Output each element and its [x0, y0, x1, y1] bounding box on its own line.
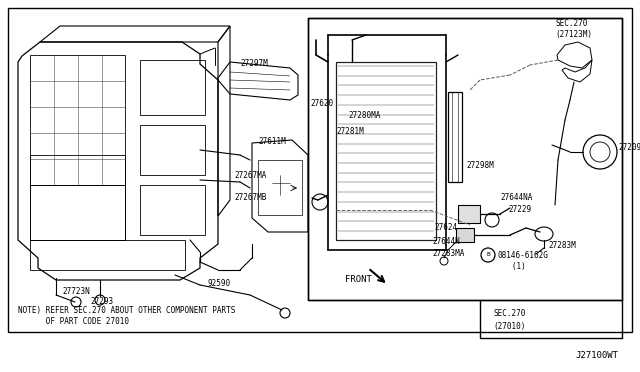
Bar — [140, 60, 205, 115]
Text: 27281M: 27281M — [336, 128, 364, 137]
Text: B: B — [486, 253, 490, 257]
Bar — [308, 18, 622, 300]
Text: 27209: 27209 — [618, 144, 640, 153]
Text: SEC.270: SEC.270 — [494, 310, 526, 318]
Text: (27010): (27010) — [494, 321, 526, 330]
Text: 27624: 27624 — [434, 224, 457, 232]
Bar — [140, 185, 205, 235]
Bar — [448, 92, 462, 182]
Bar — [258, 160, 302, 215]
Text: 27293: 27293 — [90, 298, 113, 307]
Bar — [456, 228, 474, 242]
Text: 27620: 27620 — [310, 99, 333, 109]
Bar — [30, 155, 125, 240]
Text: (27123M): (27123M) — [555, 29, 592, 38]
Text: 27644NA: 27644NA — [500, 193, 532, 202]
Text: 27723N: 27723N — [62, 288, 90, 296]
Text: OF PART CODE 27010: OF PART CODE 27010 — [18, 317, 129, 327]
Text: 27298M: 27298M — [466, 160, 493, 170]
Text: 27267MB: 27267MB — [234, 193, 266, 202]
Text: 27267MA: 27267MA — [234, 170, 266, 180]
Text: 92590: 92590 — [208, 279, 231, 289]
Bar — [30, 185, 125, 240]
Bar — [140, 125, 205, 175]
Bar — [8, 8, 632, 332]
Text: J27100WT: J27100WT — [575, 352, 618, 360]
Bar — [336, 62, 436, 240]
Text: 27229: 27229 — [508, 205, 531, 215]
Text: SEC.270: SEC.270 — [555, 19, 588, 29]
Bar — [30, 240, 185, 270]
Text: 08146-6162G: 08146-6162G — [498, 251, 549, 260]
Text: 27611M: 27611M — [258, 138, 285, 147]
Text: 27297M: 27297M — [240, 60, 268, 68]
Text: NOTE) REFER SEC.270 ABOUT OTHER COMPONENT PARTS: NOTE) REFER SEC.270 ABOUT OTHER COMPONEN… — [18, 305, 236, 314]
Text: 27283MA: 27283MA — [432, 248, 465, 257]
Text: FRONT: FRONT — [345, 276, 372, 285]
Text: 27644N: 27644N — [432, 237, 460, 246]
Text: (1): (1) — [498, 262, 525, 270]
Bar — [30, 55, 125, 185]
Bar — [458, 205, 480, 223]
Text: 27280MA: 27280MA — [348, 110, 380, 119]
Text: 27283M: 27283M — [548, 241, 576, 250]
